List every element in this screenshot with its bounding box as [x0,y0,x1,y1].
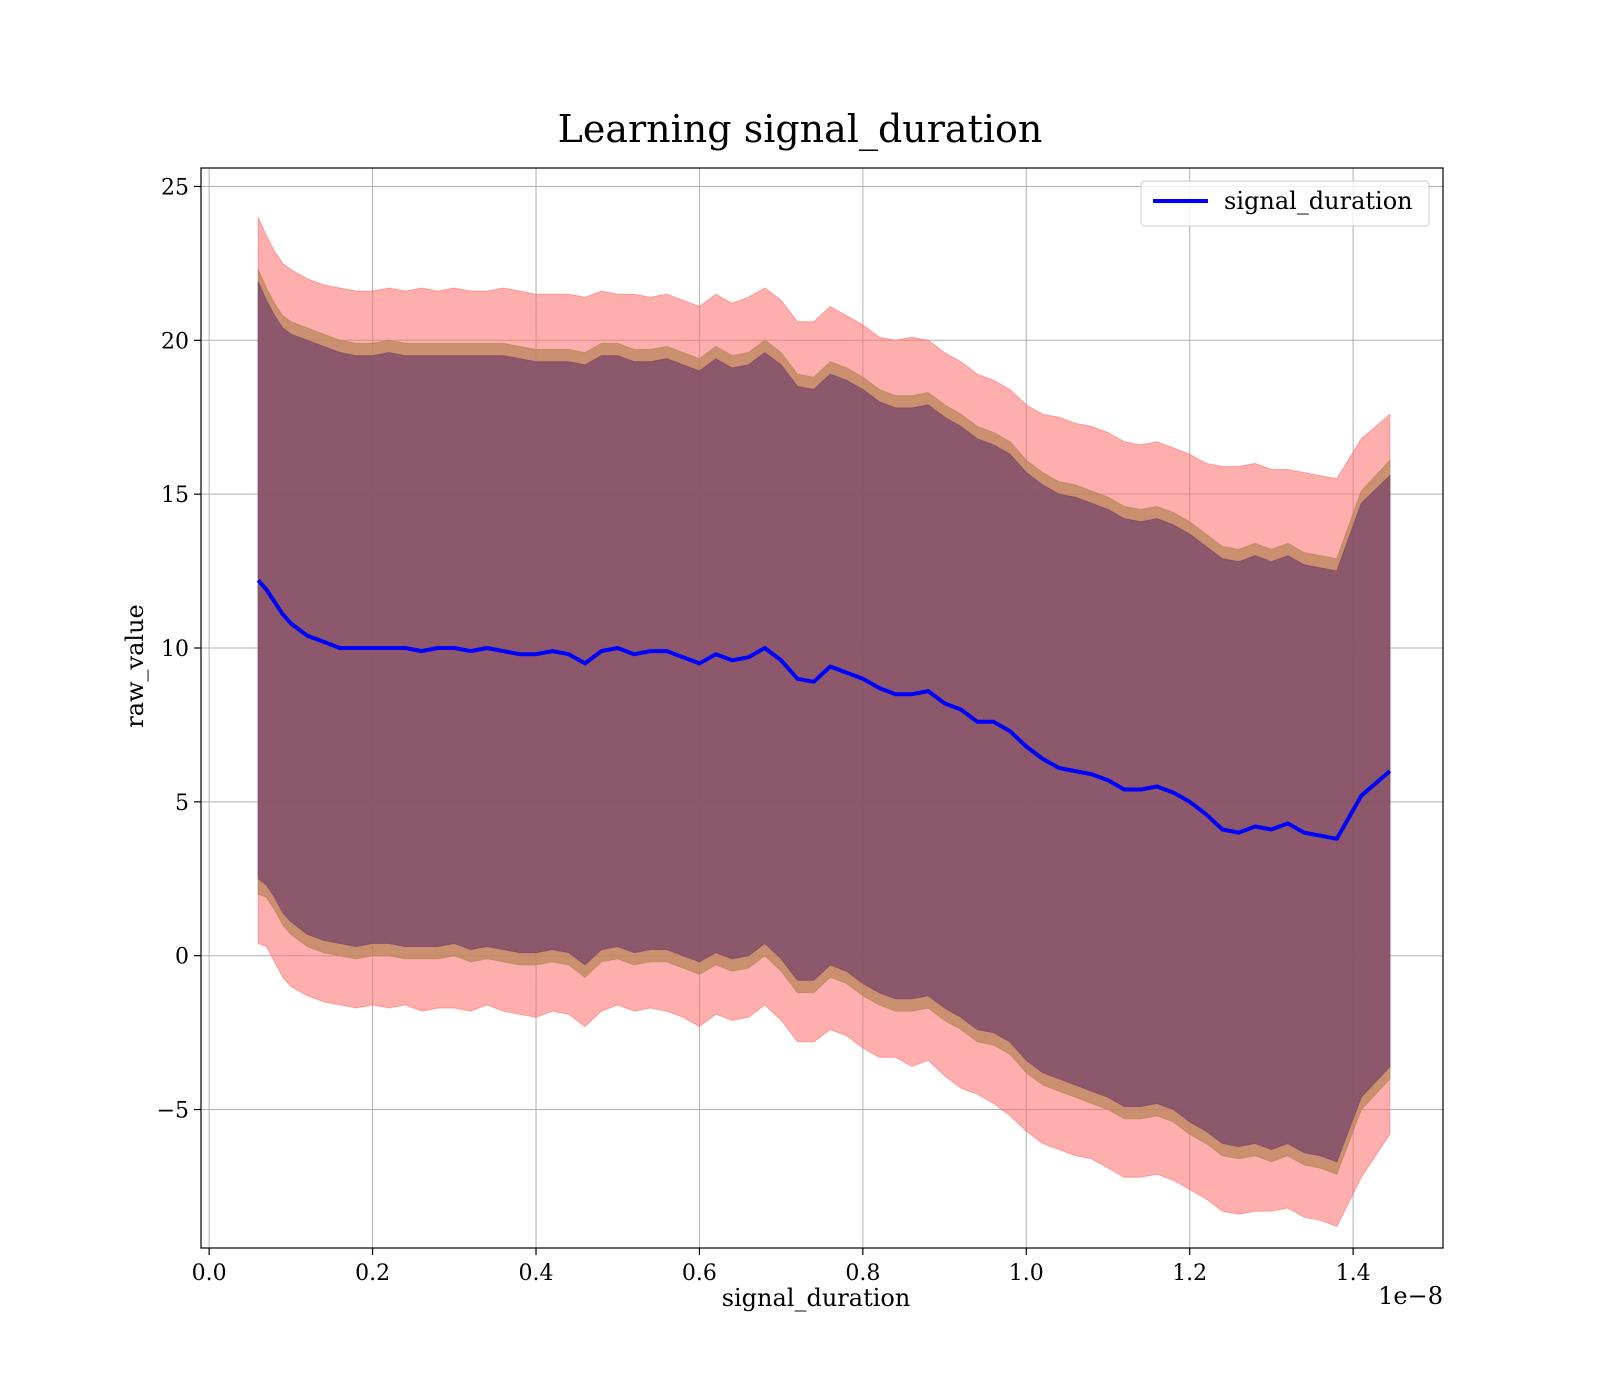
x-axis-ticks: 0.0 0.2 0.4 0.6 0.8 1.0 1.2 1.4 [192,1248,1371,1286]
series-line-signal_duration [256,578,1392,841]
legend-label: signal_duration [1224,187,1413,215]
plot-frame [200,167,1444,1249]
y-tick-label: −5 [157,1099,189,1124]
legend-box [1140,180,1430,227]
x-axis-label: signal_duration [722,1284,911,1312]
y-tick-label: 20 [161,329,189,354]
x-tick-label: 0.6 [682,1261,717,1286]
x-tick-label: 1.4 [1336,1261,1371,1286]
legend: signal_duration [1140,180,1430,227]
y-tick-label: 10 [161,637,189,662]
band-inner [257,281,1391,1163]
y-tick-label: 25 [161,175,189,200]
x-tick-label: 1.2 [1172,1261,1207,1286]
x-tick-label: 0.0 [192,1261,227,1286]
x-offset-label: 1e−8 [1378,1282,1443,1310]
y-tick-label: 0 [175,945,189,970]
y-axis-label: raw_value [121,604,149,728]
x-tick-label: 1.0 [1009,1261,1044,1286]
x-tick-label: 0.8 [845,1261,880,1286]
y-tick-label: 5 [175,791,189,816]
chart-title: Learning signal_duration [558,107,1043,152]
series-lines [256,578,1392,841]
confidence-bands [257,216,1391,1228]
y-axis-ticks: −5 0 5 10 15 20 25 [157,175,201,1124]
y-tick-label: 15 [161,483,189,508]
x-tick-label: 0.2 [355,1261,390,1286]
x-tick-label: 0.4 [519,1261,554,1286]
